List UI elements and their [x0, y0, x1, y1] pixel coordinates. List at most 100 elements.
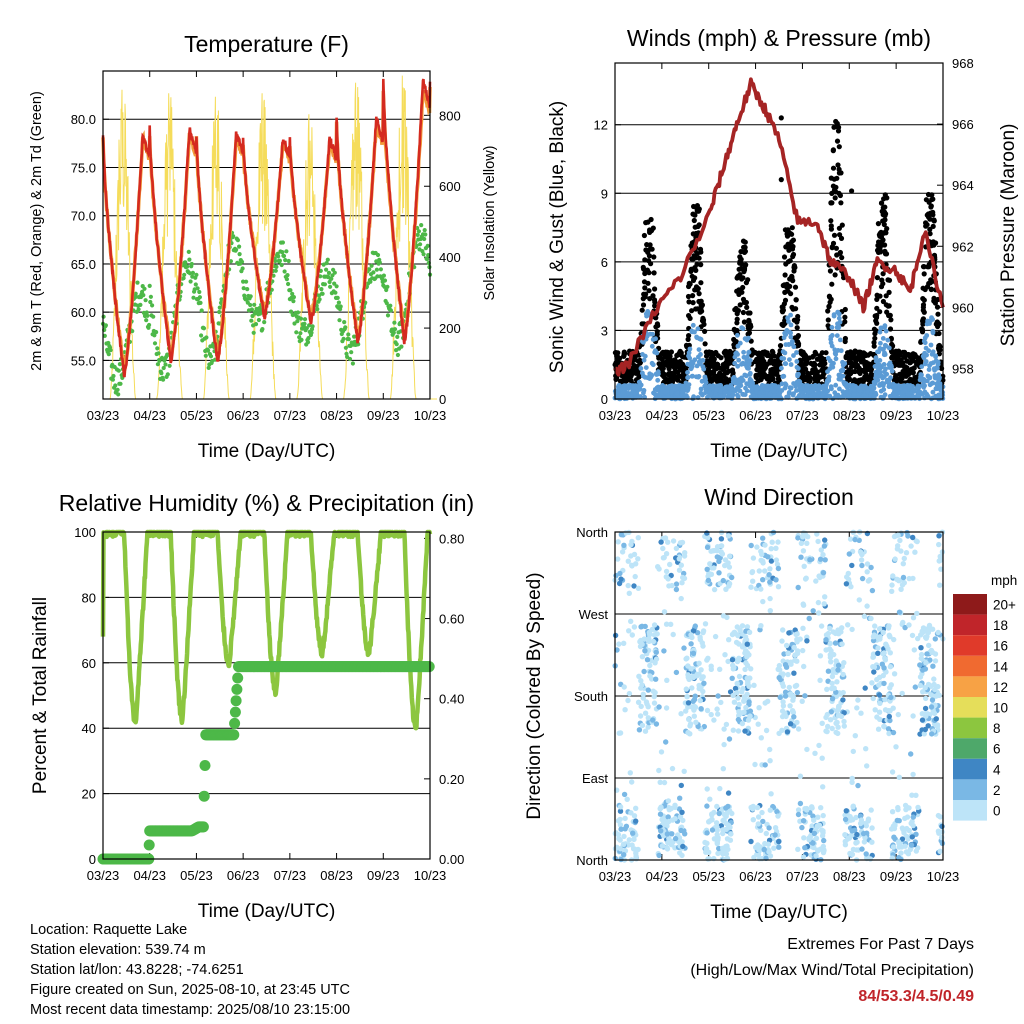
wind-direction-point — [775, 584, 782, 590]
dewpoint-point — [425, 257, 430, 262]
wind-direction-point — [714, 706, 720, 712]
sonic-wind-point — [833, 382, 839, 388]
dewpoint-point — [375, 274, 380, 279]
sonic-wind-point — [837, 319, 843, 325]
dewpoint-point — [141, 293, 146, 298]
gust-point — [927, 231, 933, 237]
wind-direction-point — [849, 626, 855, 633]
sonic-wind-point — [826, 378, 832, 383]
wind-direction-point — [908, 751, 914, 757]
gust-point — [627, 376, 633, 382]
wind-direction-point — [723, 721, 730, 728]
wind-direction-point — [926, 642, 932, 649]
gust-point — [721, 379, 727, 385]
dewpoint-point — [156, 351, 161, 356]
gust-point — [696, 291, 702, 297]
gust-point — [692, 275, 698, 281]
gust-point — [825, 317, 831, 323]
wind-direction-point — [752, 761, 758, 768]
gust-point — [660, 349, 666, 355]
wind-direction-point — [704, 566, 710, 572]
wind-direction-point — [679, 809, 685, 815]
gust-point — [880, 298, 887, 305]
gust-point — [742, 248, 749, 254]
wind-direction-point — [775, 565, 782, 572]
dewpoint-point — [251, 330, 256, 335]
gust-point — [753, 372, 759, 378]
gust-point — [776, 351, 783, 357]
wind-direction-point — [909, 792, 915, 798]
sonic-wind-point — [620, 390, 626, 396]
gust-point — [691, 217, 697, 224]
wind-direction-point — [617, 816, 623, 823]
gust-point — [813, 351, 819, 357]
wind-direction-point — [625, 697, 631, 704]
gust-point — [789, 239, 795, 245]
sonic-wind-point — [843, 383, 849, 388]
gust-point — [828, 200, 834, 206]
gust-point — [775, 376, 782, 382]
gust-point — [736, 291, 742, 297]
wind-direction-point — [656, 767, 662, 774]
wind-direction-point — [718, 536, 725, 542]
wind-direction-point — [922, 705, 929, 712]
sonic-wind-point — [926, 367, 932, 372]
y2-tick-label: 400 — [439, 250, 461, 265]
x-tick-label: 03/23 — [599, 869, 632, 884]
sonic-wind-point — [928, 342, 934, 348]
gust-point — [790, 253, 796, 260]
wind-direction-point — [755, 814, 762, 820]
sonic-wind-point — [700, 364, 706, 369]
wind-direction-point — [673, 669, 680, 676]
y2-tick-label: 960 — [952, 300, 974, 315]
gust-point — [779, 321, 785, 327]
sonic-wind-point — [781, 356, 787, 361]
sonic-wind-point — [838, 376, 843, 382]
wind-direction-point — [719, 550, 725, 557]
gust-point — [931, 242, 937, 248]
y-tick-label: 40 — [82, 721, 96, 736]
sonic-wind-point — [794, 364, 800, 370]
wind-direction-point — [802, 693, 808, 699]
gust-point — [775, 362, 781, 368]
dewpoint-point — [399, 344, 404, 349]
dewpoint-point — [326, 270, 332, 275]
wind-direction-point — [875, 726, 882, 732]
dewpoint-point — [145, 313, 150, 318]
sonic-wind-point — [934, 381, 939, 387]
wind-direction-point — [918, 645, 924, 651]
wind-direction-point — [635, 535, 641, 541]
y2-tick-label: 0.20 — [439, 772, 464, 787]
wind-direction-point — [679, 580, 685, 586]
wind-direction-point — [842, 842, 849, 848]
sonic-wind-point — [788, 322, 794, 328]
x-tick-label: 04/23 — [646, 408, 679, 423]
gust-point — [780, 282, 786, 289]
wind-direction-point — [922, 726, 928, 733]
gust-point — [742, 244, 748, 250]
gust-point — [665, 371, 671, 378]
dewpoint-point — [217, 305, 222, 310]
y-tick-label: 0 — [89, 852, 96, 867]
wind-direction-point — [735, 695, 741, 701]
wind-direction-point — [895, 543, 901, 549]
dewpoint-point — [143, 298, 148, 303]
x-tick-label: 07/23 — [786, 408, 819, 423]
wind-direction-point — [859, 562, 865, 569]
sonic-wind-point — [638, 394, 643, 399]
gust-point — [882, 192, 888, 198]
gust-point — [880, 281, 886, 287]
wind-direction-point — [687, 723, 693, 729]
sonic-wind-point — [878, 340, 883, 346]
sonic-wind-point — [925, 393, 931, 399]
y-tick-label: East — [582, 771, 608, 786]
gust-point — [920, 318, 926, 324]
dewpoint-point — [199, 333, 204, 338]
gust-point — [745, 325, 752, 331]
dewpoint-point — [394, 342, 399, 347]
wind-direction-point — [681, 768, 687, 774]
dewpoint-point — [341, 336, 346, 341]
wind-direction-point — [870, 695, 876, 702]
wind-direction-point — [867, 577, 873, 583]
